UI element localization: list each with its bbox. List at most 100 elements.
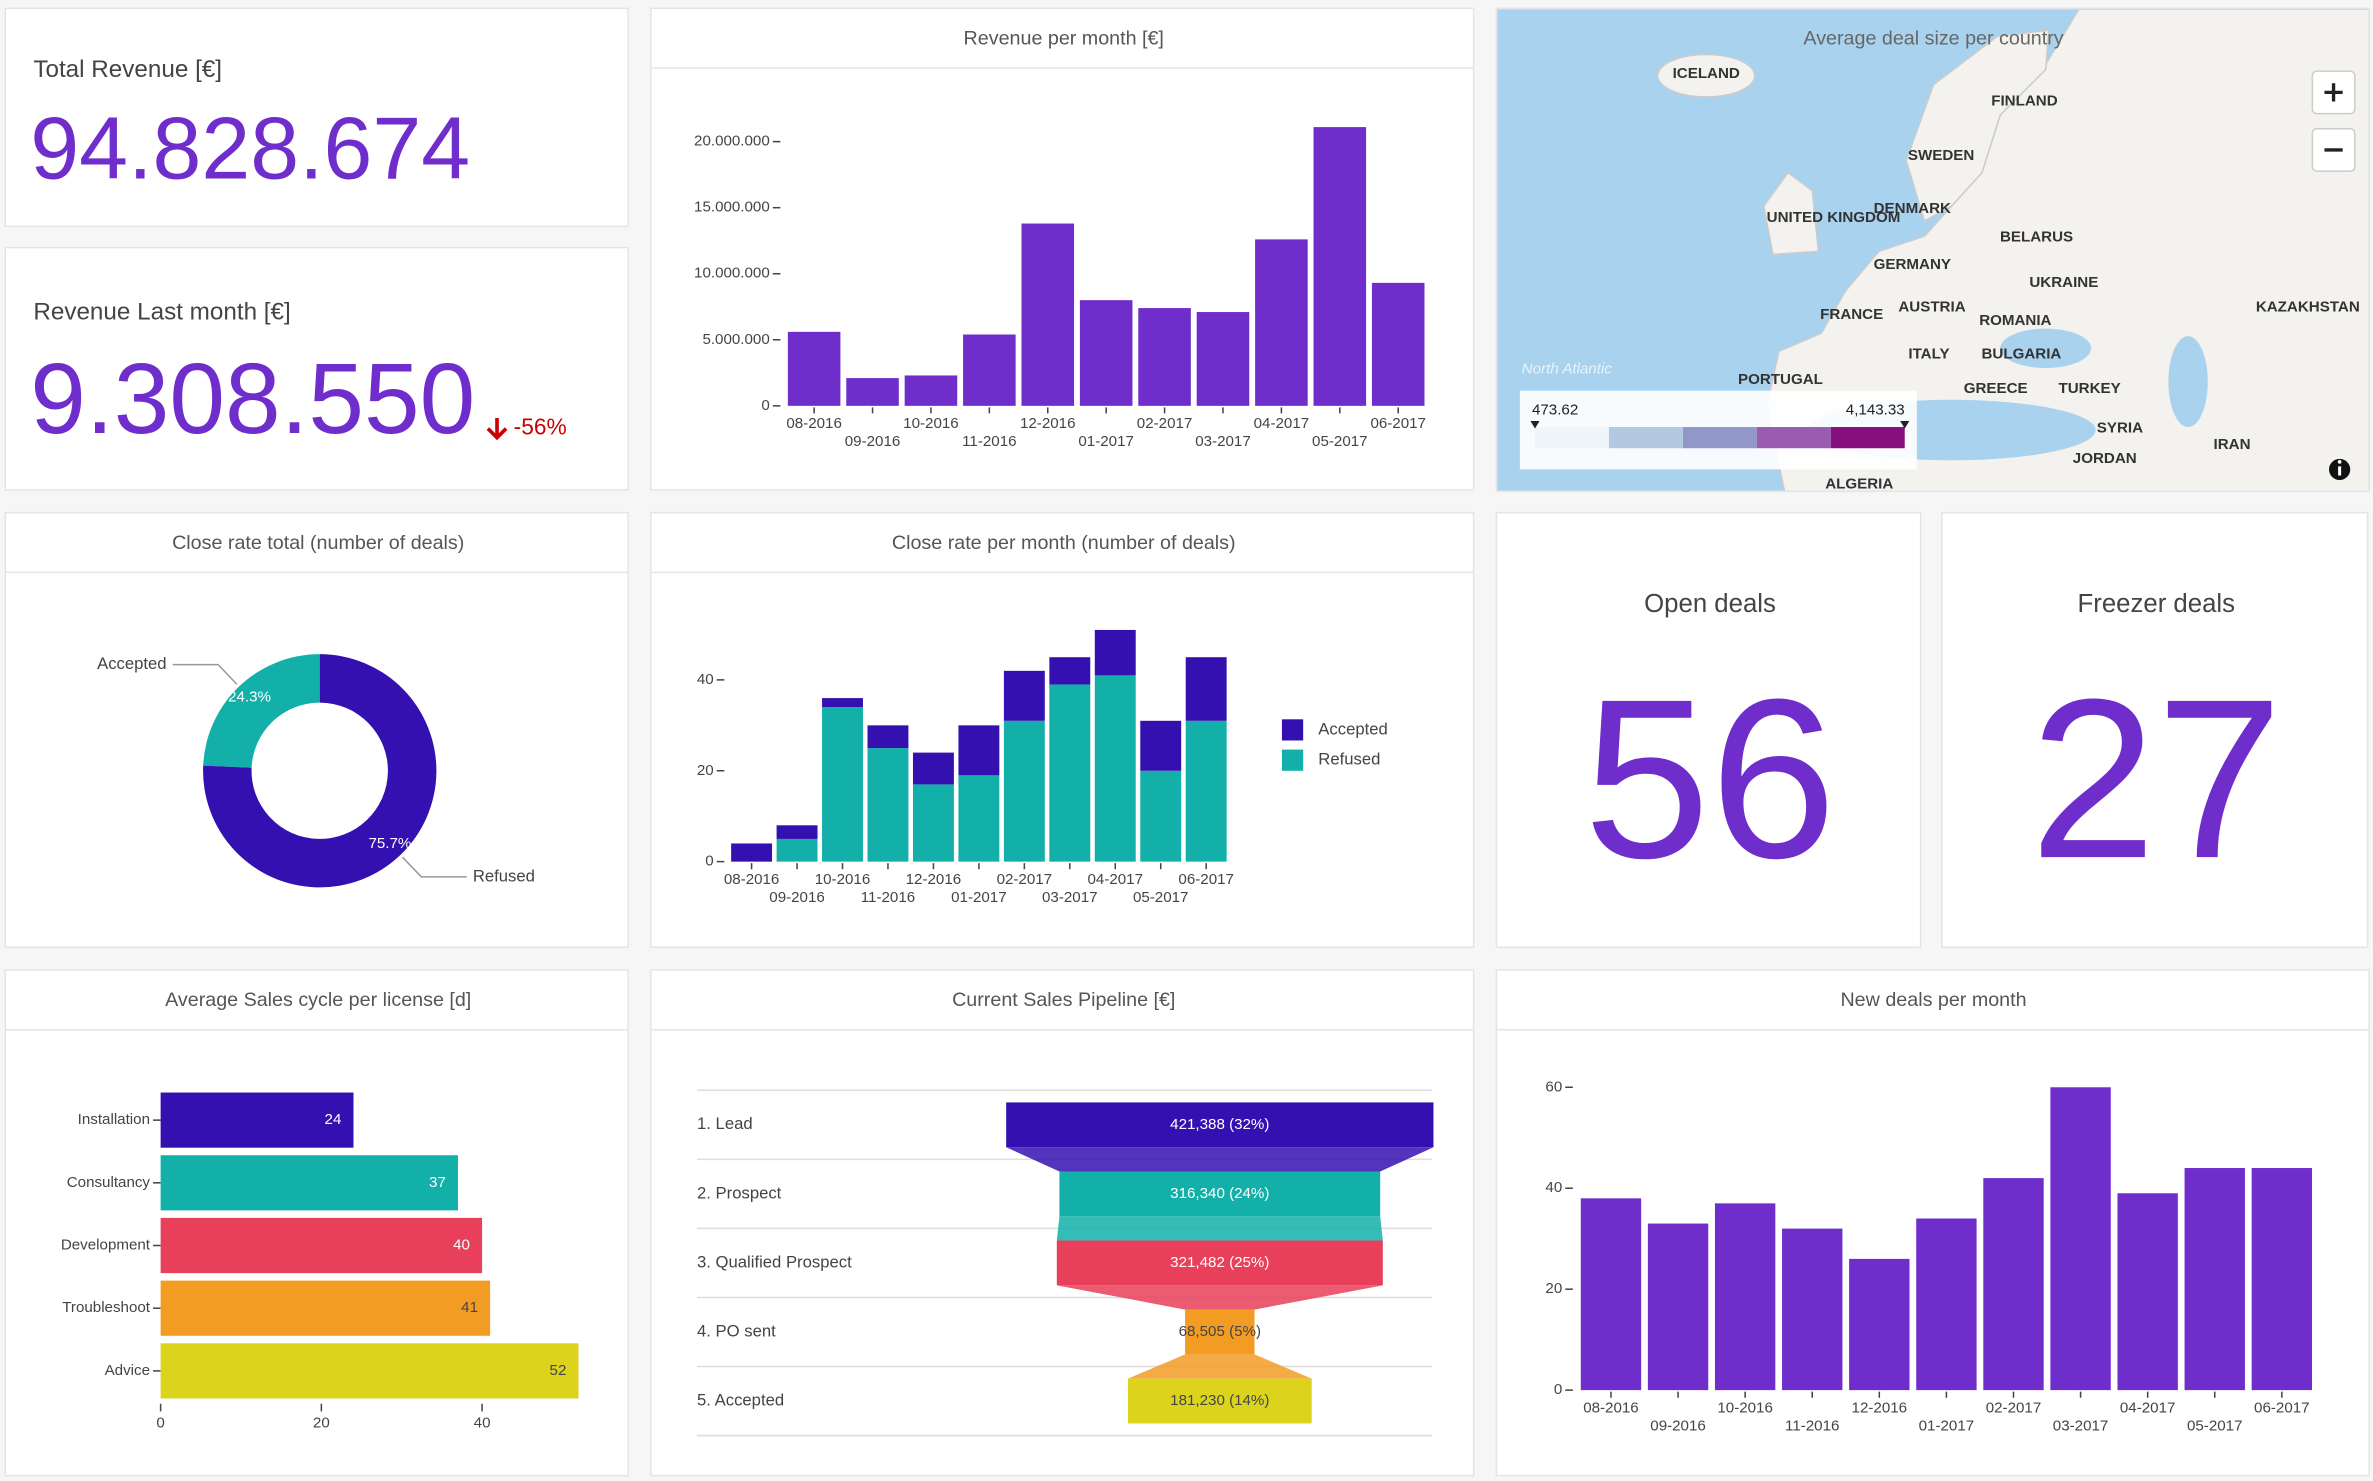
map-label: BELARUS (2000, 229, 2073, 246)
bar (1003, 720, 1045, 862)
water (2000, 328, 2092, 368)
x-tick-label: 12-2016 (906, 871, 962, 888)
bar (1094, 675, 1136, 862)
down-arrow-icon (486, 417, 508, 441)
value-label: 37 (429, 1174, 446, 1191)
bar (1185, 720, 1227, 862)
bar (822, 698, 863, 708)
map-label: GREECE (1964, 380, 2028, 397)
x-tick-label: 12-2016 (1852, 1399, 1908, 1416)
bar (1003, 670, 1045, 721)
stage-label: 4. PO sent (697, 1321, 776, 1340)
new-deals-chart: New deals per month 0 20 40 60 08-2016 09-201… (1497, 989, 2369, 1434)
x-tick-label: 06-2017 (1370, 415, 1426, 432)
funnel-chart: Current Sales Pipeline [€] 1. Lead 421,38… (651, 989, 1473, 1437)
donut-slice (203, 654, 320, 768)
colorbar-label: 4,143.33 (1846, 401, 1905, 418)
bar (1049, 657, 1091, 685)
value-label: 75.7% (368, 835, 411, 852)
map-label: JORDAN (2073, 450, 2137, 467)
bar (1580, 1198, 1642, 1391)
bar (1849, 1258, 1910, 1391)
x-tick-label: 05-2017 (1312, 433, 1368, 450)
y-tick-label: 0 (761, 397, 769, 414)
x-tick-label: 01-2017 (1078, 433, 1134, 450)
x-tick-label: 09-2016 (769, 889, 825, 906)
hbar-chart: Average Sales cycle per license [d] 0 20 4… (6, 989, 628, 1431)
stacked-chart: Close rate per month (number of deals) 0… (651, 532, 1473, 906)
x-tick-label: 10-2016 (1717, 1399, 1773, 1416)
map-panel: ICELAND FINLAND SWEDEN UNITED KINGDOM DENMAR… (1495, 7, 2370, 493)
y-tick-label: Advice (105, 1362, 150, 1379)
legend-label: Accepted (1318, 719, 1387, 738)
y-tick-label: 20 (1545, 1280, 1562, 1297)
map-label: SWEDEN (1908, 147, 1974, 164)
kpi-change: -56% (513, 414, 567, 441)
y-tick-label: 60 (1545, 1078, 1562, 1095)
colorbar-tick (1530, 420, 1540, 429)
chart-panel: Current Sales Pipeline [€] 1. Lead 421,38… (650, 969, 1475, 1477)
x-tick-label: 03-2017 (1195, 433, 1251, 450)
kpi-panel: Open deals 56 (1495, 511, 1922, 948)
x-tick-label: 11-2016 (1785, 1417, 1839, 1434)
stage-label: 5. Accepted (697, 1390, 784, 1409)
revenue-chart: Revenue per month [€] 0 5.000.000 10.000.0… (651, 28, 1473, 450)
bar (1916, 1218, 1977, 1391)
x-tick-label: 09-2016 (845, 433, 901, 450)
map-label: GERMANY (1874, 256, 1951, 273)
leader-line (401, 856, 467, 878)
colorbar-segment (1830, 427, 1905, 449)
bar (1255, 239, 1308, 406)
bar (1021, 223, 1075, 406)
x-tick-label: 06-2017 (2254, 1399, 2310, 1416)
kpi-value: 56 (1583, 651, 1837, 906)
y-tick-label: 5.000.000 (702, 331, 769, 348)
land (1763, 171, 1820, 256)
x-tick-label: 02-2017 (1137, 415, 1193, 432)
slice-label: Refused (473, 866, 535, 885)
y-tick-label: 20.000.000 (694, 133, 770, 150)
map-label: KAZAKHSTAN (2256, 298, 2360, 315)
x-tick-label: 01-2017 (1919, 1417, 1975, 1434)
bar (912, 784, 954, 862)
funnel-connector (1056, 1216, 1383, 1241)
bar (1049, 684, 1091, 862)
kpi-panel: Total Revenue [€] 94.828.674 (4, 7, 629, 228)
x-tick-label: 08-2016 (1583, 1399, 1639, 1416)
map-label: ALGERIA (1825, 476, 1893, 493)
bar (160, 1280, 491, 1336)
map-label: BULGARIA (1981, 345, 2061, 362)
chart-title: Average deal size per country (1803, 28, 2063, 50)
x-tick-label: 10-2016 (903, 415, 959, 432)
y-tick-label: Installation (78, 1111, 150, 1128)
funnel-bar (1056, 1240, 1383, 1286)
x-tick-label: 11-2016 (861, 889, 915, 906)
bar (1983, 1178, 2044, 1391)
bar (2117, 1193, 2178, 1391)
map-label: ITALY (1908, 345, 1949, 362)
chart-panel: Close rate per month (number of deals) 0… (650, 511, 1475, 948)
map-label: TURKEY (2058, 380, 2120, 397)
land (1905, 29, 2050, 223)
x-tick-label: 01-2017 (951, 889, 1007, 906)
y-tick-label: 20 (697, 762, 714, 779)
stage-label: 1. Lead (697, 1114, 753, 1133)
bar (1138, 308, 1191, 406)
bar (963, 334, 1016, 406)
map-label: FRANCE (1820, 306, 1883, 323)
stage-label: 3. Qualified Prospect (697, 1252, 852, 1271)
funnel-bar (1127, 1378, 1312, 1424)
x-tick-label: 40 (474, 1414, 491, 1431)
bar (958, 725, 1000, 776)
map-label: IRAN (2214, 436, 2251, 453)
funnel-connector (1056, 1285, 1383, 1310)
chart-title: Close rate total (number of deals) (172, 532, 464, 554)
x-tick-label: 11-2016 (962, 433, 1016, 450)
bar (1140, 770, 1182, 862)
slice-label: Accepted (97, 654, 166, 673)
x-tick-label: 04-2017 (1087, 871, 1143, 888)
chart-panel: New deals per month 0 20 40 60 08-2016 09-201… (1495, 969, 2370, 1477)
x-tick-label: 04-2017 (2120, 1399, 2176, 1416)
funnel-bar (1059, 1171, 1381, 1217)
map-label: PORTUGAL (1738, 371, 1823, 388)
